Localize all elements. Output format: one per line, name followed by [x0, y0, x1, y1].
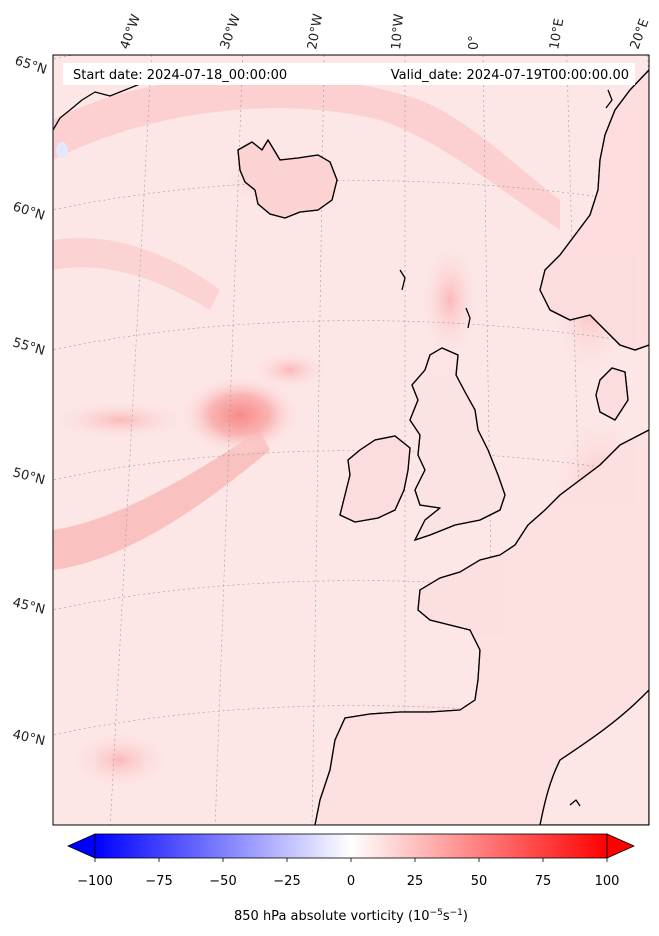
colorbar-ticks: −100 −75 −50 −25 0 25 50 75 100: [77, 858, 619, 889]
vorticity-blob: [250, 350, 330, 390]
lon-label: 30°W: [218, 12, 244, 51]
colorbar-tick-label: −100: [77, 874, 113, 889]
valid-date-label: Valid_date: 2024-07-19T00:00:00.00: [391, 68, 629, 83]
colorbar-tick-label: 100: [595, 874, 620, 889]
coastlines: [237, 69, 649, 825]
header-band: [63, 63, 635, 85]
vorticity-band: [53, 430, 270, 570]
map-frame: [52, 54, 650, 826]
lat-label: 40°N: [11, 727, 46, 749]
negative-vorticity-patch: [56, 142, 68, 158]
start-date-label: Start date: 2024-07-18_00:00:00: [73, 68, 287, 83]
colorbar-tick-label: 75: [535, 874, 552, 889]
lon-label: 10°E: [547, 17, 567, 50]
lon-label: 20°E: [628, 17, 653, 52]
colorbar-label: 850 hPa absolute vorticity (10−5s−1): [234, 908, 468, 924]
latitude-labels: 65°N 60°N 55°N 50°N 45°N 40°N: [11, 54, 49, 750]
land-field-tint: [238, 70, 649, 825]
colorbar-gradient: [94, 833, 608, 859]
lon-label: 40°W: [118, 12, 144, 51]
colorbar-tick-label: 25: [407, 874, 424, 889]
colorbar: −100 −75 −50 −25 0 25 50 75 100 850 hPa absolute…: [67, 833, 635, 924]
vorticity-band: [53, 75, 560, 230]
map-panel: [53, 55, 649, 825]
vorticity-vortex: [180, 375, 300, 455]
lat-label: 50°N: [11, 465, 47, 488]
lon-label: 20°W: [305, 13, 326, 51]
vorticity-band: [53, 238, 220, 310]
longitude-labels: 40°W 30°W 20°W 10°W 0° 10°E 20°E: [118, 12, 653, 51]
colorbar-tick-label: −50: [209, 874, 236, 889]
lat-label: 55°N: [11, 335, 47, 358]
lon-label: 10°W: [389, 13, 407, 50]
colorbar-tick-label: −75: [145, 874, 172, 889]
vorticity-blob: [53, 400, 190, 440]
lat-label: 60°N: [11, 200, 47, 224]
colorbar-tick-label: 50: [471, 874, 488, 889]
colorbar-tick-label: 0: [347, 874, 355, 889]
colorbar-high-extension: [606, 833, 635, 859]
lat-label: 45°N: [11, 595, 46, 617]
vorticity-blob: [70, 730, 170, 790]
lon-label: 0°: [467, 35, 482, 50]
vorticity-blob: [420, 240, 480, 360]
lat-label: 65°N: [13, 54, 49, 78]
colorbar-tick-label: −25: [273, 874, 300, 889]
colorbar-low-extension: [67, 833, 96, 859]
